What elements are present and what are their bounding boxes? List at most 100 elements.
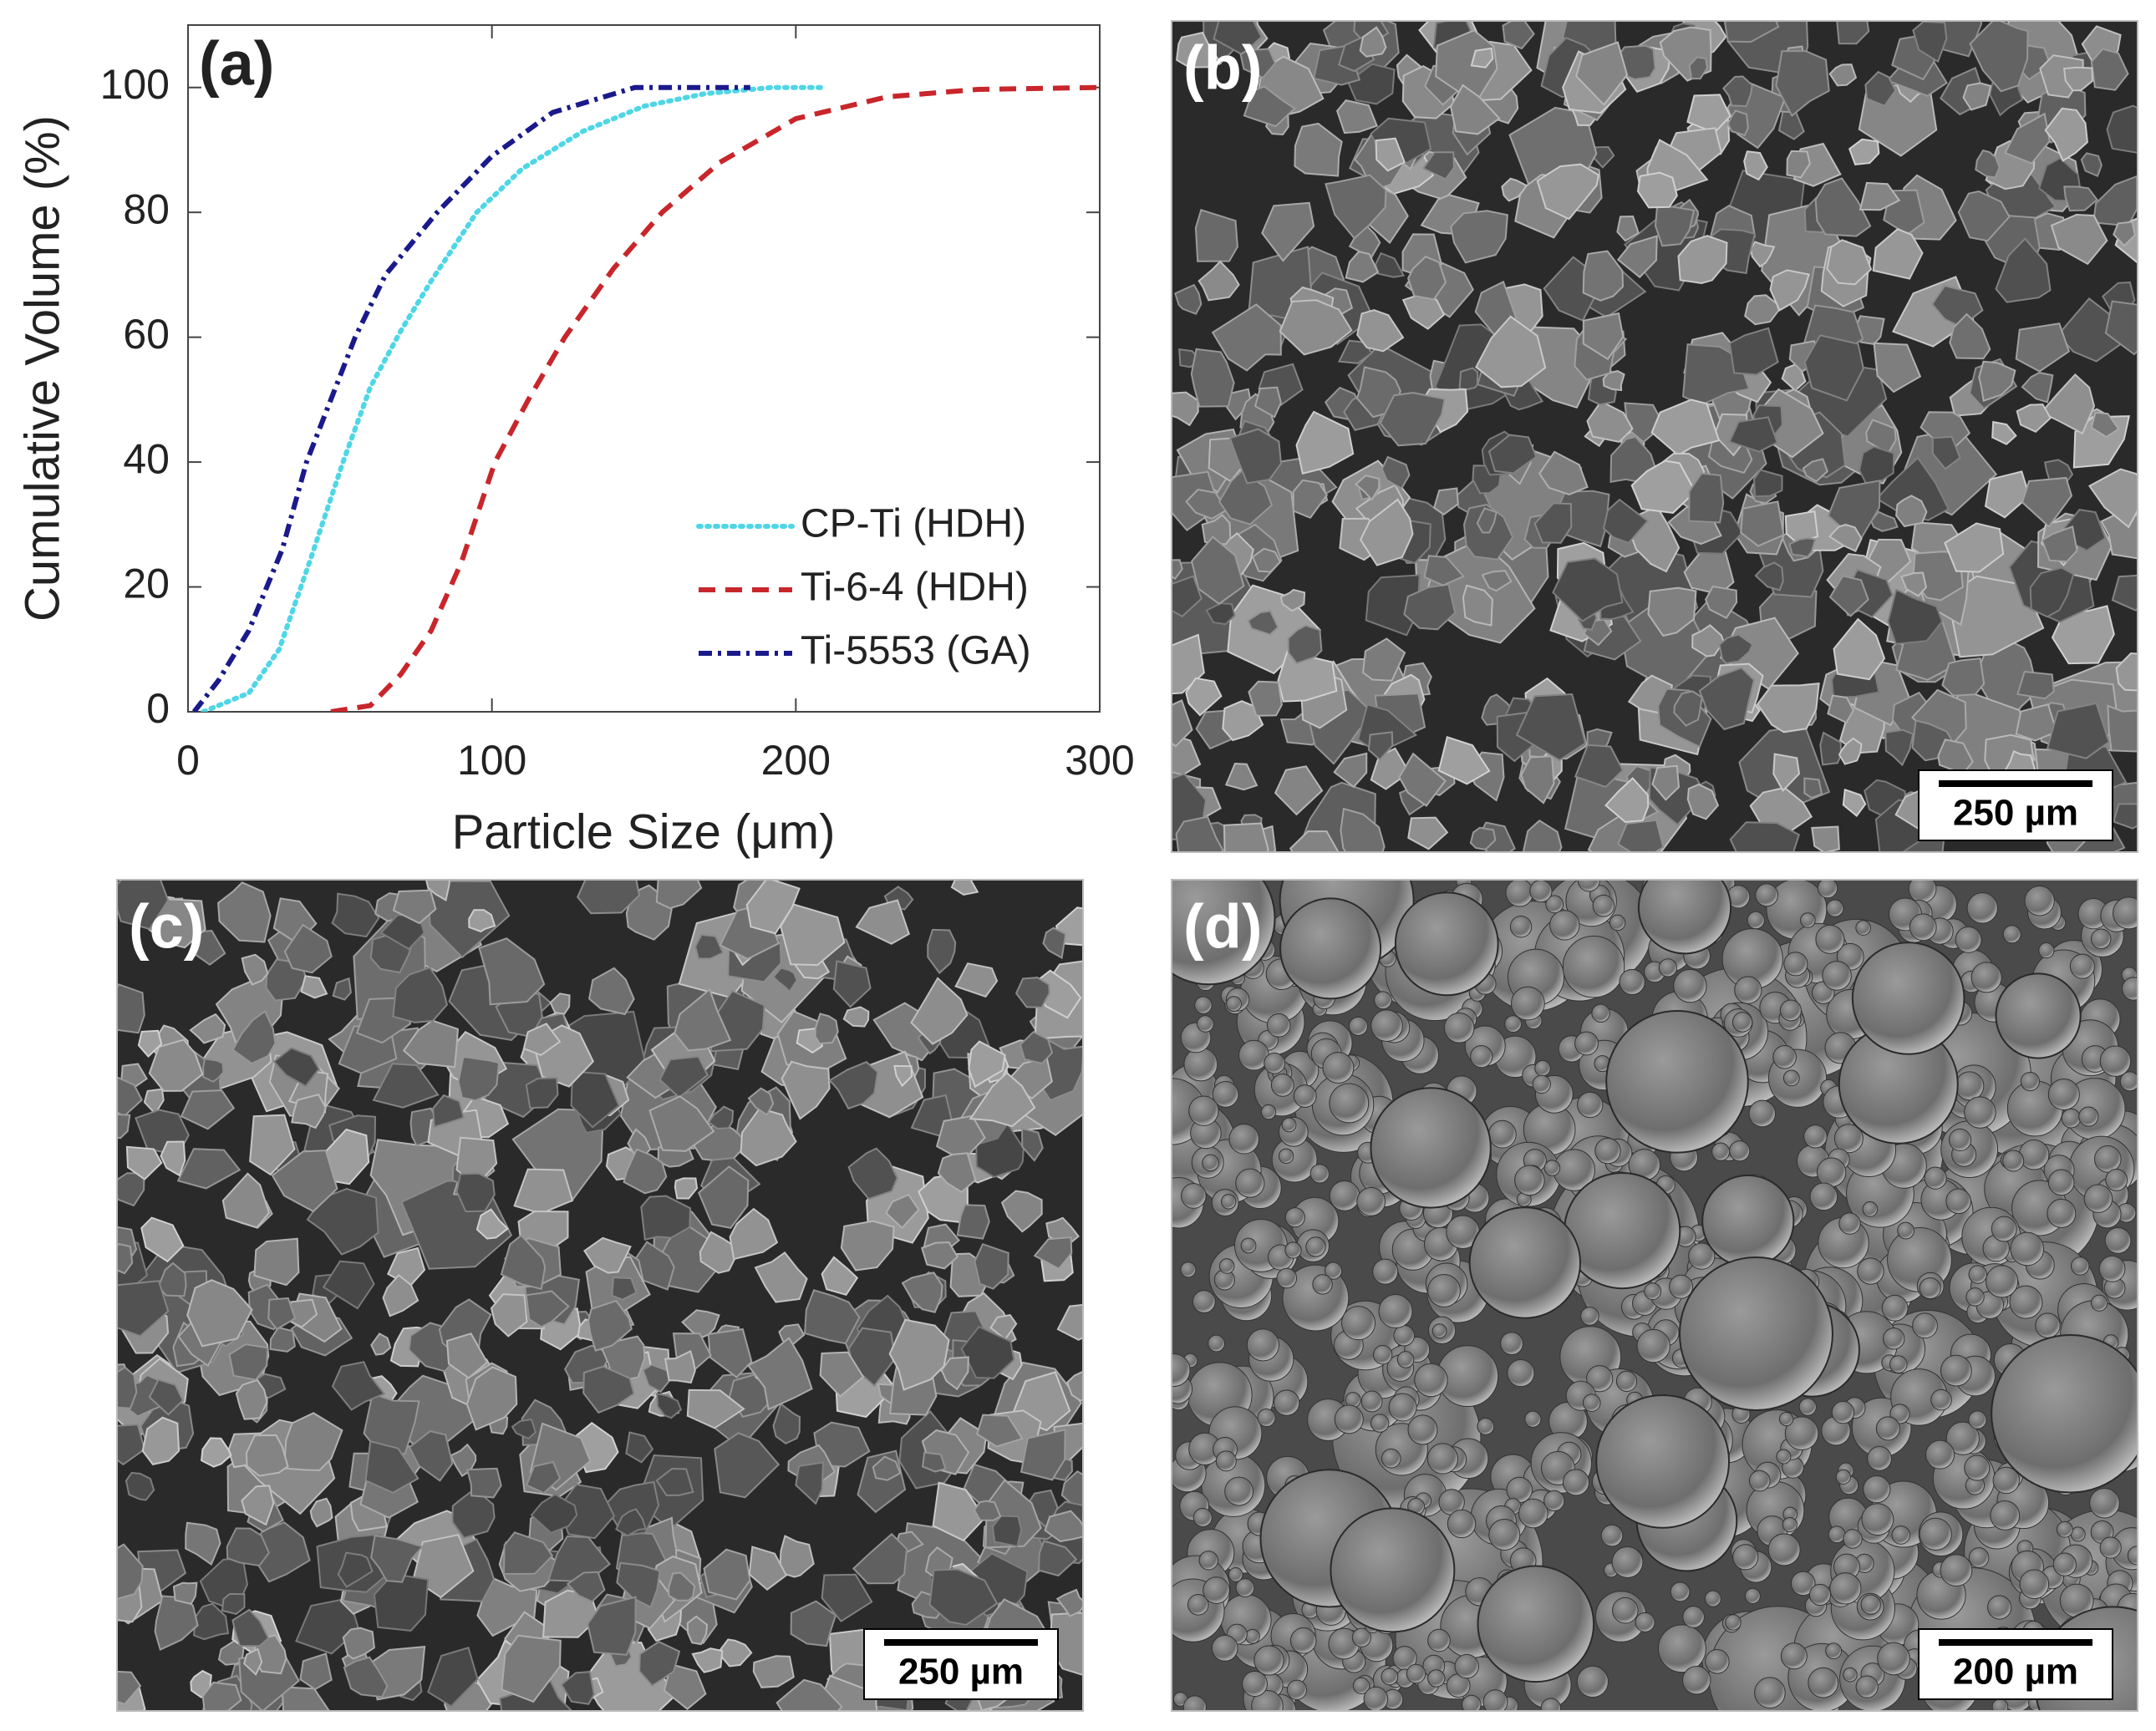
sphere-particle — [1534, 1059, 1551, 1077]
particle — [821, 1256, 859, 1296]
particle — [752, 1655, 795, 1688]
sphere-particle — [1524, 1410, 1542, 1428]
sphere-particle — [1505, 880, 1534, 907]
particle — [291, 1094, 327, 1129]
particle — [370, 1534, 425, 1583]
sphere-particle — [2024, 886, 2055, 916]
sphere-particle — [1930, 1388, 1952, 1411]
legend-label: Ti-6-4 (HDH) — [801, 566, 1029, 610]
particle — [117, 1280, 170, 1338]
sphere-particle — [1181, 1183, 1207, 1209]
particle — [960, 1325, 1015, 1379]
particle — [1218, 470, 1274, 525]
particle — [2087, 468, 2138, 529]
particle — [342, 1627, 375, 1660]
particle — [1691, 624, 1725, 657]
particle — [1969, 21, 2029, 93]
particle — [185, 1521, 221, 1566]
particle — [2021, 476, 2073, 528]
particle — [1636, 171, 1678, 209]
sphere-particle — [1281, 1117, 1297, 1133]
particle — [331, 892, 380, 938]
particle — [201, 1437, 232, 1468]
particle — [1398, 752, 1447, 807]
sphere-particle — [1348, 1016, 1368, 1036]
particle — [1174, 283, 1203, 316]
sphere-particle — [1228, 1123, 1259, 1155]
particle — [674, 1177, 699, 1200]
particle — [1828, 523, 1863, 553]
sphere-particle — [1783, 952, 1808, 977]
particle — [425, 880, 450, 901]
particle — [1476, 507, 1498, 534]
sphere-particle — [1940, 1354, 1972, 1387]
particle — [1582, 312, 1625, 361]
particle — [157, 1261, 187, 1297]
particle — [1333, 752, 1368, 789]
particle — [1895, 495, 1928, 528]
sphere-particle — [1605, 1010, 1749, 1154]
sphere-particle — [1669, 1274, 1694, 1299]
particle — [300, 975, 328, 999]
sphere-particle — [1431, 1323, 1447, 1339]
panel-frame — [1171, 879, 2138, 1712]
particle — [1859, 445, 1895, 490]
particle — [852, 1532, 908, 1585]
sphere-particle — [1778, 1411, 1794, 1427]
particle — [748, 1546, 788, 1591]
sphere-particle — [1504, 1015, 1523, 1033]
particle — [148, 1038, 204, 1092]
particle — [1449, 84, 1501, 135]
y-tick-label: 100 — [100, 61, 170, 108]
sphere-particle — [2083, 1184, 2113, 1213]
particle — [281, 1686, 331, 1711]
sphere-particle — [1427, 1274, 1461, 1307]
particle — [141, 1416, 181, 1466]
particle — [1325, 174, 1387, 240]
sphere-particle — [1462, 1694, 1482, 1711]
particle — [779, 1535, 815, 1578]
sphere-particle — [1264, 1052, 1286, 1074]
sphere-particle — [1755, 883, 1779, 907]
sphere-particle — [1798, 1398, 1817, 1416]
particle — [1650, 398, 1721, 457]
particle — [1616, 235, 1658, 279]
particle — [640, 1195, 692, 1241]
particle — [465, 1366, 518, 1431]
particle — [1728, 327, 1779, 376]
particle — [616, 1561, 661, 1609]
particle — [117, 1670, 142, 1705]
particle — [522, 1023, 562, 1057]
sphere-particle — [2099, 1045, 2132, 1077]
particle — [658, 1055, 709, 1099]
particle — [1912, 21, 1948, 63]
particle — [241, 1485, 275, 1526]
sphere-particle — [1228, 1567, 1243, 1582]
particle — [2029, 566, 2075, 618]
particle — [1433, 487, 1459, 516]
particle — [1688, 56, 1709, 80]
particle — [686, 1388, 745, 1429]
scale-bar-label: 200 µm — [1953, 1652, 2078, 1693]
sphere-particle — [1619, 968, 1645, 996]
particle — [842, 1006, 870, 1028]
particle — [1536, 163, 1600, 221]
particle — [2113, 221, 2136, 247]
particle — [117, 1366, 138, 1409]
sphere-particle — [1748, 1470, 1771, 1492]
particle — [1884, 728, 1914, 767]
sphere-particle — [1393, 1324, 1415, 1347]
sphere-particle — [1273, 1389, 1300, 1416]
sphere-particle — [1260, 1104, 1277, 1120]
sphere-particle — [1861, 1503, 1894, 1536]
sphere-particle — [1529, 880, 1553, 903]
sphere-particle — [1183, 1047, 1218, 1082]
particle — [623, 1148, 668, 1195]
particle — [1185, 677, 1223, 717]
particle — [668, 1571, 696, 1602]
sphere-particle — [1991, 1333, 2138, 1494]
sphere-particle — [1276, 1267, 1298, 1289]
particle — [1688, 472, 1725, 524]
sphere-particle — [1305, 1236, 1326, 1257]
particle — [1859, 181, 1901, 211]
